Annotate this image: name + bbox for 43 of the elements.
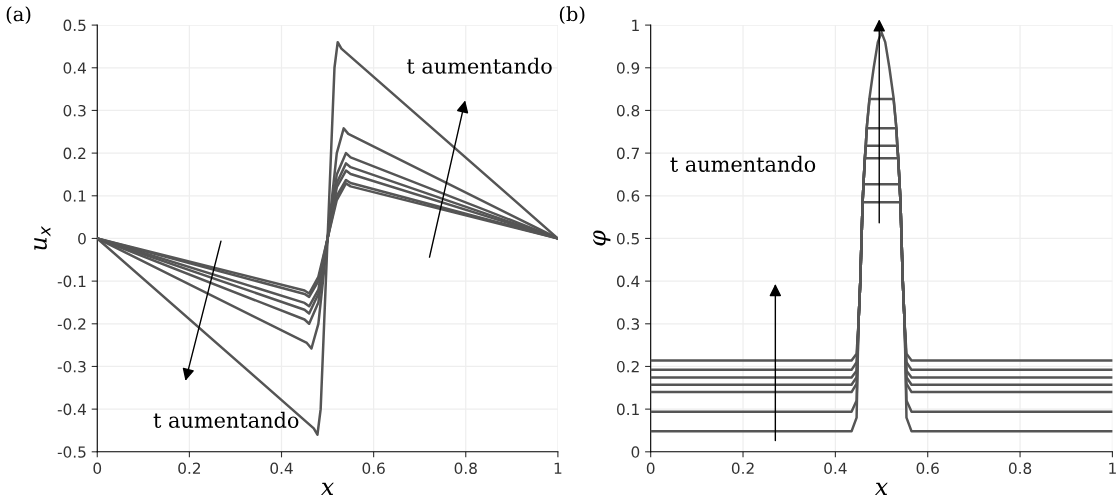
y-tick-label: -0.2	[57, 318, 86, 330]
chart-title: (a)	[6, 6, 31, 25]
y-tick-label: 0.5	[63, 19, 86, 32]
y-tick-label: 0.3	[616, 318, 640, 330]
y-tick-label: 0	[631, 446, 640, 458]
y-tick-label: 0.3	[63, 104, 86, 117]
y-tick-label: 0.7	[616, 147, 639, 160]
x-tick-label: 0.4	[824, 462, 847, 475]
x-tick-label: 1	[1109, 462, 1116, 474]
y-tick-label: -0.5	[57, 446, 86, 458]
x-tick-label: 0.8	[454, 462, 477, 475]
y-axis-title: φ	[593, 230, 611, 246]
annotation: t aumentando	[670, 155, 816, 172]
y-tick-label: 0.4	[63, 62, 86, 74]
x-axis-title: x	[320, 482, 334, 495]
y-tick-label: 0.1	[616, 403, 639, 416]
y-tick-label: 0.8	[616, 104, 640, 117]
y-tick-label: 1	[632, 19, 639, 31]
x-tick-label: 0.2	[731, 462, 754, 475]
y-tick-label: -0.3	[57, 360, 86, 373]
x-tick-label: 0.4	[270, 462, 293, 475]
x-tick-label: 0.8	[1008, 462, 1032, 475]
y-tick-label: 0.2	[63, 147, 86, 160]
x-tick-label: 0.6	[916, 462, 939, 475]
x-tick-label: 0.6	[362, 462, 385, 475]
y-tick-label: 0.6	[616, 190, 640, 202]
y-tick-label: 0.9	[616, 62, 640, 74]
y-tick-label: 0.5	[616, 232, 639, 245]
x-tick-label: 0.2	[178, 462, 201, 475]
y-tick-label: -0.4	[57, 403, 86, 416]
y-tick-label: 0	[78, 232, 86, 245]
x-tick-label: 0	[646, 462, 655, 475]
y-tick-label: 0.4	[616, 275, 640, 288]
annotation: t aumentando	[153, 411, 299, 428]
x-tick-label: 0	[93, 462, 102, 475]
y-tick-label: 0.1	[63, 190, 86, 202]
y-tick-label: -0.1	[57, 275, 86, 288]
x-axis-title: x	[874, 482, 888, 495]
x-tick-label: 1	[554, 462, 562, 474]
y-tick-label: 0.2	[616, 360, 639, 373]
chart-title: (b)	[559, 6, 585, 25]
y-axis-title: u$_{x}$	[34, 226, 51, 250]
annotation: t aumentando	[406, 57, 552, 74]
